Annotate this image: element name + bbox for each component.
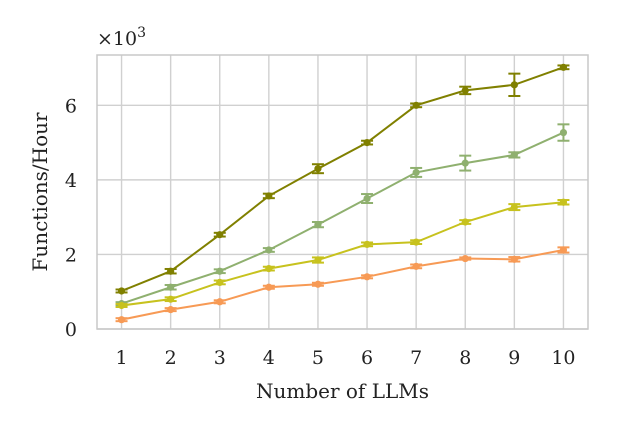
plot-frame: [96, 54, 589, 330]
data-point: [265, 246, 273, 254]
data-point: [559, 246, 568, 254]
data-point: [461, 86, 469, 95]
data-point: [363, 194, 371, 203]
data-point: [167, 306, 175, 314]
y-multiplier-exponent: 3: [137, 25, 146, 41]
series-group: [115, 63, 570, 295]
data-point: [461, 218, 469, 226]
data-point: [314, 221, 322, 229]
y-axis-label: Functions/Hour: [28, 112, 52, 272]
data-point: [559, 128, 568, 137]
data-point: [117, 287, 126, 295]
data-point: [314, 256, 322, 264]
data-point: [265, 283, 273, 291]
data-point: [412, 238, 420, 246]
data-point: [412, 101, 420, 109]
data-point: [216, 298, 224, 306]
x-tick-label: 9: [508, 347, 520, 369]
x-tick-label: 7: [410, 347, 422, 369]
x-tick-label: 10: [551, 347, 575, 369]
data-point: [167, 295, 175, 303]
y-tick-label: 6: [65, 95, 77, 117]
series-group: [115, 198, 570, 310]
x-tick-labels: 1 2 3 4 5 6 7 8 9 10: [116, 347, 576, 369]
x-tick-label: 6: [361, 347, 373, 369]
series-group: [115, 246, 570, 324]
y-multiplier-label: ×103: [97, 25, 146, 50]
data-point: [167, 267, 175, 275]
data-point: [363, 273, 371, 281]
data-point: [510, 203, 518, 211]
data-point: [363, 240, 371, 248]
data-point: [167, 283, 175, 291]
y-tick-label: 2: [65, 244, 77, 266]
x-tick-label: 3: [214, 347, 226, 369]
series-line: [121, 131, 564, 305]
series-line: [121, 201, 564, 307]
data-point: [559, 198, 568, 206]
data-point: [461, 159, 469, 167]
series-layer: [115, 63, 570, 324]
data-point: [559, 63, 568, 71]
data-point: [461, 254, 469, 263]
x-tick-label: 4: [263, 347, 275, 369]
x-tick-label: 2: [165, 347, 177, 369]
data-point: [216, 267, 224, 275]
data-point: [412, 262, 420, 270]
x-axis-label: Number of LLMs: [256, 379, 429, 403]
data-point: [314, 280, 322, 288]
data-point: [412, 168, 420, 177]
x-tick-label: 1: [116, 347, 128, 369]
data-point: [510, 151, 518, 159]
data-point: [510, 81, 518, 89]
data-point: [363, 139, 371, 147]
data-point: [314, 165, 322, 173]
data-point: [265, 265, 273, 273]
y-tick-labels: 0 2 4 6: [65, 95, 77, 341]
series-line: [121, 66, 564, 292]
series-line: [121, 248, 564, 321]
y-tick-label: 0: [65, 319, 77, 341]
y-multiplier-base: ×10: [97, 28, 137, 50]
data-point: [510, 255, 518, 263]
data-point: [216, 278, 224, 287]
data-point: [265, 192, 273, 200]
x-tick-label: 8: [459, 347, 471, 369]
y-tick-label: 4: [65, 170, 77, 192]
series-group: [115, 123, 570, 308]
data-point: [117, 316, 126, 324]
data-point: [216, 231, 224, 239]
data-point: [117, 301, 126, 310]
x-tick-label: 5: [312, 347, 324, 369]
